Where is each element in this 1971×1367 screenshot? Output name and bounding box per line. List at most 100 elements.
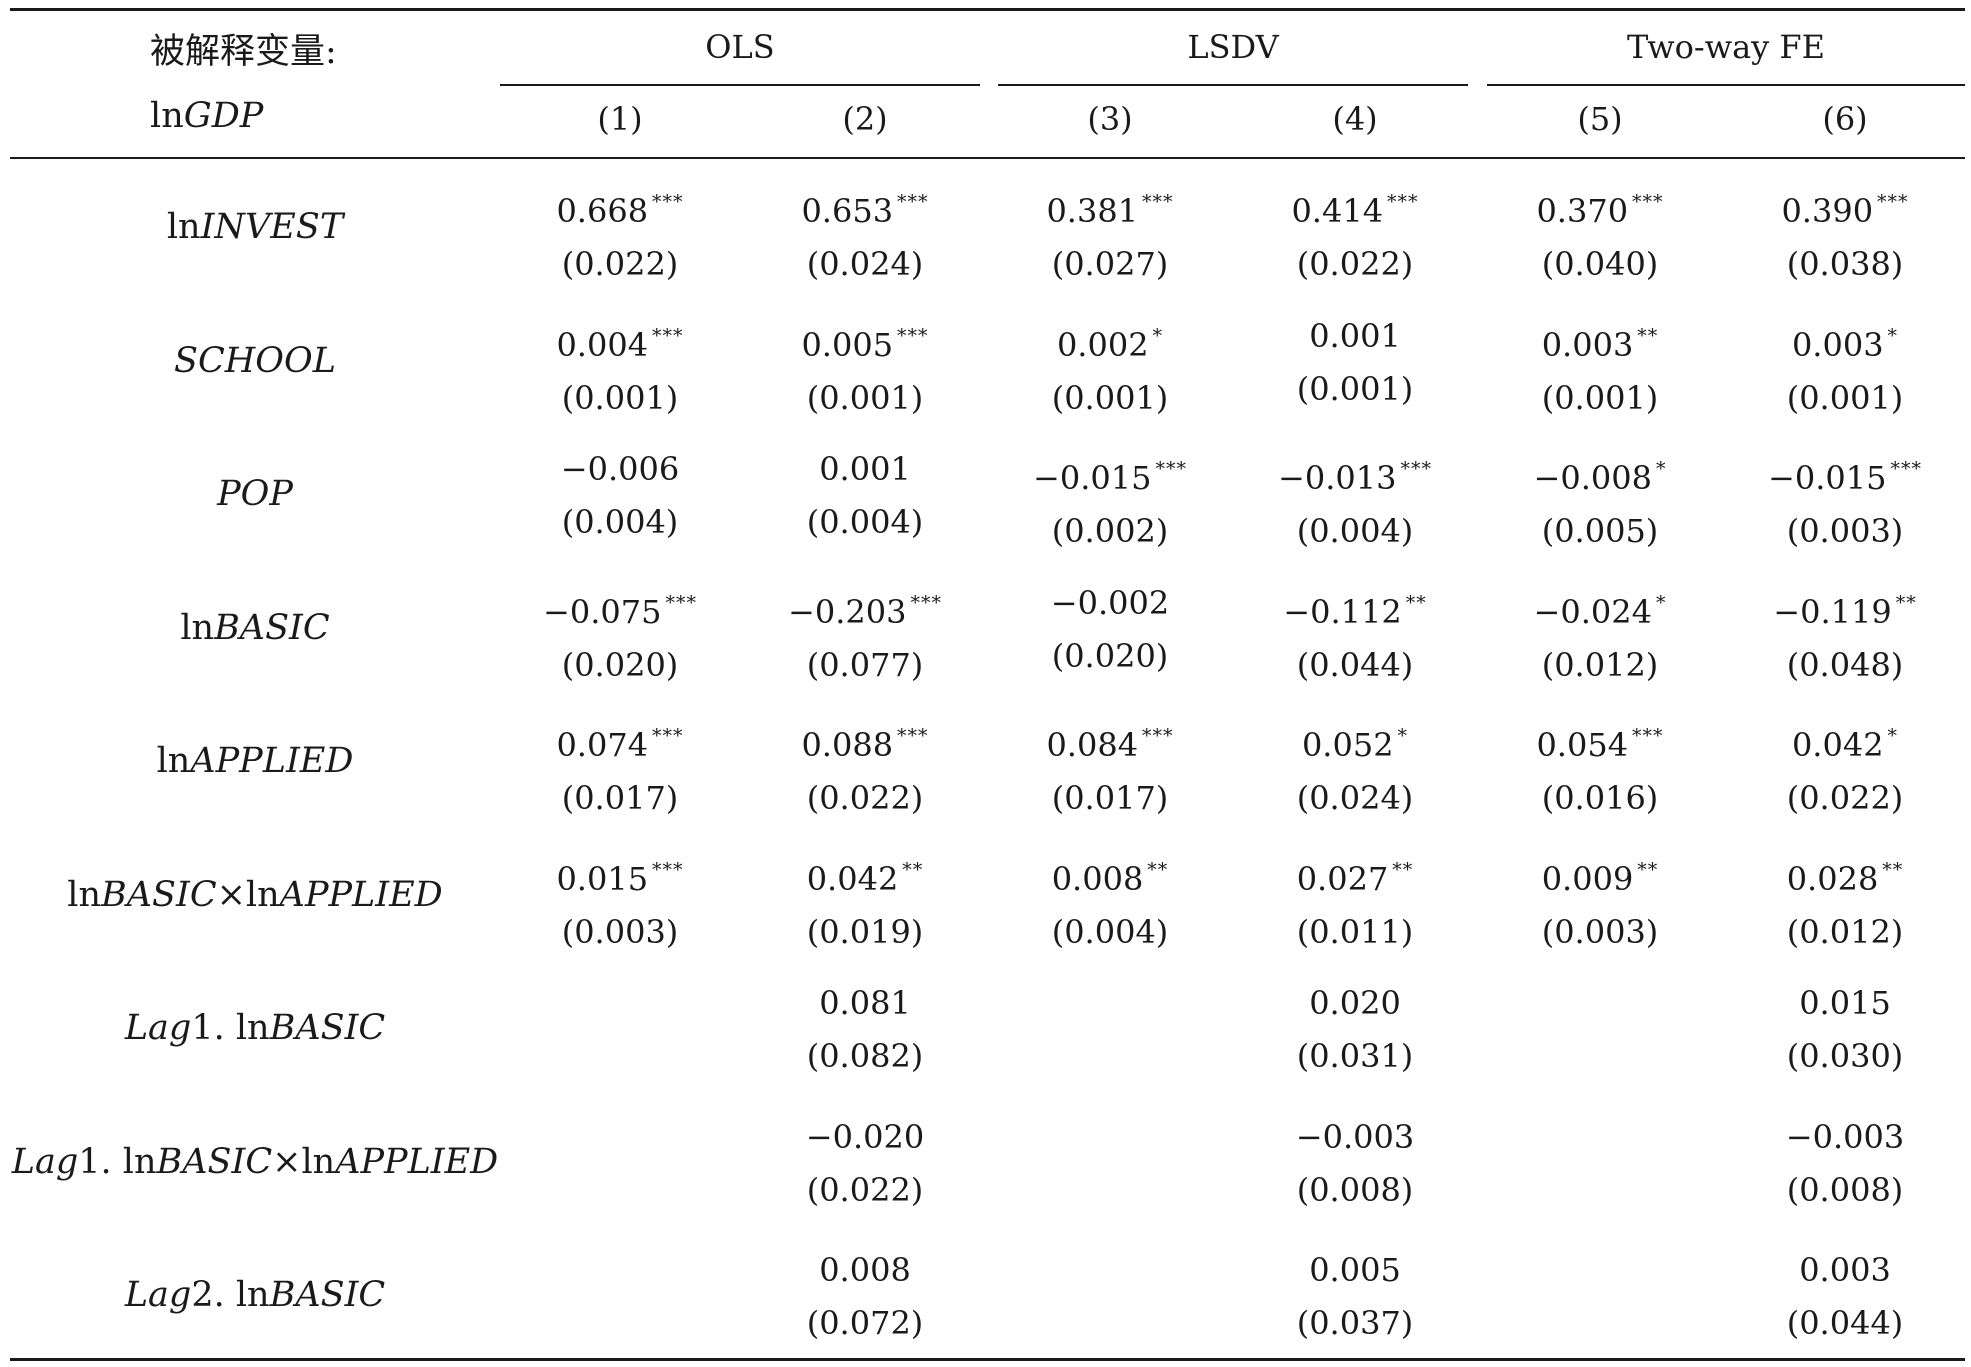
significance-stars: * xyxy=(1887,324,1899,347)
coefficient: −0.203 *** xyxy=(745,583,985,632)
table-cell: 0.088 *** (0.022) xyxy=(745,716,985,818)
standard-error: (0.001) xyxy=(1541,378,1659,417)
row-label: Lag1. lnBASIC×lnAPPLIED xyxy=(10,1142,500,1182)
significance-stars: *** xyxy=(1877,191,1909,213)
significance-stars: *** xyxy=(1142,191,1174,213)
coefficient-value: 0.084 xyxy=(1046,726,1139,764)
significance-stars: *** xyxy=(897,725,929,747)
standard-error: (0.082) xyxy=(806,1037,924,1075)
coefficient: 0.084 *** xyxy=(990,716,1230,765)
standard-error: (0.001) xyxy=(1296,369,1414,408)
table-cell: 0.008 (0.072) xyxy=(745,1250,985,1343)
significance-stars: ** xyxy=(1637,858,1659,881)
column-header: (2) xyxy=(842,100,888,138)
group-underline xyxy=(998,84,1468,86)
row-label-part: ln xyxy=(166,207,201,247)
coefficient-value: −0.075 xyxy=(543,592,662,631)
coefficient: 0.008 xyxy=(745,1250,985,1290)
significance-stars: ** xyxy=(1895,591,1917,614)
coefficient-value: 0.004 xyxy=(556,325,649,364)
coefficient: −0.119 ** xyxy=(1725,583,1965,632)
coefficient-value: 0.042 xyxy=(1791,726,1884,764)
coefficient-value: 0.414 xyxy=(1291,192,1384,230)
standard-error: (0.072) xyxy=(806,1304,924,1342)
standard-error: (0.038) xyxy=(1786,245,1904,283)
coefficient: 0.002 * xyxy=(990,316,1230,365)
significance-stars: *** xyxy=(1632,191,1664,213)
table-cell: 0.015 *** (0.003) xyxy=(500,850,740,952)
dependent-variable-prefix: ln xyxy=(150,96,184,136)
significance-stars: * xyxy=(1655,458,1667,480)
coefficient-value: 0.008 xyxy=(819,1251,911,1289)
standard-error: (0.017) xyxy=(1051,779,1169,817)
coefficient-value: −0.006 xyxy=(560,450,680,488)
table-cell: 0.001 (0.001) xyxy=(1235,316,1475,409)
table-cell: −0.015 *** (0.002) xyxy=(990,449,1230,551)
standard-error: (0.001) xyxy=(1051,378,1169,417)
table-cell: 0.370 *** (0.040) xyxy=(1480,182,1720,284)
standard-error: (0.024) xyxy=(806,245,924,283)
row-label: lnBASIC xyxy=(10,608,500,648)
standard-error: (0.019) xyxy=(806,912,924,951)
coefficient: 0.381 *** xyxy=(990,182,1230,231)
table-cell: 0.001 (0.004) xyxy=(745,449,985,542)
row-label-part: BASIC xyxy=(214,607,330,648)
coefficient-value: 0.001 xyxy=(1309,316,1401,355)
table-bottom-rule xyxy=(10,1358,1965,1361)
significance-stars: *** xyxy=(1400,458,1432,480)
coefficient-value: 0.370 xyxy=(1536,192,1629,230)
coefficient: −0.020 xyxy=(745,1117,985,1157)
standard-error: (0.022) xyxy=(1786,779,1904,817)
coefficient-value: 0.052 xyxy=(1301,726,1394,764)
standard-error: (0.044) xyxy=(1786,1304,1904,1342)
table-cell: 0.003 (0.044) xyxy=(1725,1250,1965,1343)
table-cell: 0.414 *** (0.022) xyxy=(1235,182,1475,284)
coefficient-value: −0.024 xyxy=(1533,592,1652,631)
standard-error: (0.004) xyxy=(806,503,924,541)
standard-error: (0.017) xyxy=(561,779,679,817)
row-label-part: ×ln xyxy=(272,1141,336,1182)
table-cell: 0.015 (0.030) xyxy=(1725,983,1965,1076)
column-header: (6) xyxy=(1822,100,1868,138)
standard-error: (0.003) xyxy=(561,912,679,951)
table-cell: −0.013 *** (0.004) xyxy=(1235,449,1475,551)
standard-error: (0.044) xyxy=(1296,645,1414,684)
standard-error: (0.022) xyxy=(806,1170,924,1209)
coefficient: −0.002 xyxy=(990,583,1230,623)
row-label-part: ×ln xyxy=(216,874,280,915)
coefficient-value: 0.015 xyxy=(556,859,649,898)
coefficient: 0.005 *** xyxy=(745,316,985,365)
coefficient-value: 0.002 xyxy=(1056,325,1149,364)
table-cell: −0.119 ** (0.048) xyxy=(1725,583,1965,685)
coefficient: −0.008 * xyxy=(1480,449,1720,498)
column-header: (5) xyxy=(1577,100,1623,138)
coefficient: 0.001 xyxy=(745,449,985,489)
standard-error: (0.077) xyxy=(806,645,924,684)
coefficient-value: −0.008 xyxy=(1533,459,1652,497)
significance-stars: *** xyxy=(897,324,929,347)
coefficient: 0.390 *** xyxy=(1725,182,1965,231)
coefficient-value: 0.009 xyxy=(1541,859,1634,898)
table-cell: 0.653 *** (0.024) xyxy=(745,182,985,284)
standard-error: (0.048) xyxy=(1786,645,1904,684)
row-label-part: BASIC xyxy=(269,1008,386,1048)
coefficient: −0.075 *** xyxy=(500,583,740,632)
coefficient-value: 0.005 xyxy=(801,325,894,364)
coefficient-value: 0.054 xyxy=(1536,726,1629,764)
coefficient-value: 0.381 xyxy=(1046,192,1139,230)
table-top-rule xyxy=(10,8,1965,11)
standard-error: (0.001) xyxy=(806,378,924,417)
significance-stars: ** xyxy=(1392,858,1414,881)
row-label: lnAPPLIED xyxy=(10,741,500,781)
significance-stars: *** xyxy=(652,324,684,347)
coefficient: 0.003 xyxy=(1725,1250,1965,1290)
row-label-part: BASIC xyxy=(156,1141,273,1182)
coefficient-value: 0.015 xyxy=(1799,984,1891,1022)
coefficient: 0.414 *** xyxy=(1235,182,1475,231)
coefficient-value: 0.088 xyxy=(801,726,894,764)
coefficient-value: −0.003 xyxy=(1785,1117,1905,1156)
table-cell: −0.203 *** (0.077) xyxy=(745,583,985,685)
table-cell: −0.002 (0.020) xyxy=(990,583,1230,676)
group-underline xyxy=(1487,84,1965,86)
